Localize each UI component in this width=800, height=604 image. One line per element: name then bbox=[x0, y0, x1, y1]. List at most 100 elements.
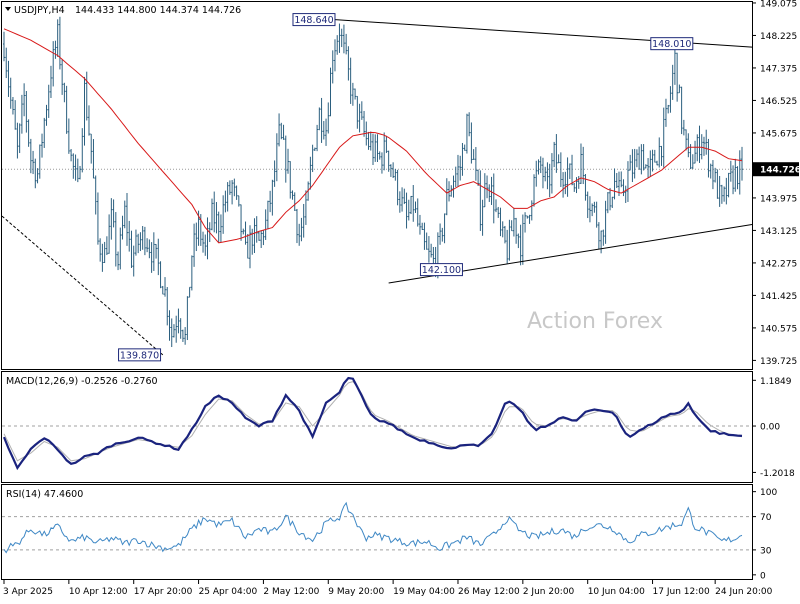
price-bar bbox=[119, 227, 122, 270]
macd-axis-tick-label: 0.00 bbox=[760, 423, 780, 433]
price-bar bbox=[512, 207, 515, 237]
price-bar bbox=[477, 169, 480, 186]
price-bar bbox=[535, 160, 538, 187]
price-bar bbox=[427, 236, 430, 263]
price-bar bbox=[36, 168, 39, 184]
price-bar bbox=[226, 182, 229, 212]
price-bar bbox=[242, 228, 245, 235]
price-annotation-box bbox=[292, 13, 336, 27]
price-bar bbox=[14, 100, 17, 130]
price-bar bbox=[586, 191, 589, 219]
price-bar bbox=[289, 161, 292, 199]
moving-average-line bbox=[3, 28, 743, 244]
price-bar bbox=[553, 141, 556, 168]
price-bar bbox=[604, 200, 607, 244]
price-bar bbox=[123, 200, 126, 229]
price-bar bbox=[656, 160, 659, 166]
time-axis-tick-label: 24 Jun 20:00 bbox=[715, 587, 772, 597]
rsi-axis-tick-label: 100 bbox=[760, 488, 777, 498]
rsi-line bbox=[3, 501, 743, 554]
price-bar bbox=[367, 131, 370, 150]
price-bar bbox=[702, 136, 705, 156]
time-axis-tick-label: 25 Apr 04:00 bbox=[199, 587, 258, 597]
price-bar bbox=[275, 133, 278, 182]
price-bar bbox=[584, 173, 587, 201]
price-bar bbox=[295, 208, 298, 244]
price-bar bbox=[530, 200, 533, 221]
price-bar bbox=[79, 165, 82, 180]
price-bar bbox=[602, 229, 605, 246]
price-bar bbox=[170, 318, 173, 348]
price-axis-tick-label: 140.575 bbox=[760, 324, 797, 334]
price-bar bbox=[689, 144, 692, 170]
price-bar bbox=[150, 242, 153, 273]
symbol-menu-icon[interactable] bbox=[5, 7, 11, 11]
price-bar bbox=[3, 31, 5, 62]
price-bar bbox=[369, 131, 372, 151]
price-bar bbox=[246, 233, 249, 259]
price-bar bbox=[533, 174, 536, 207]
price-bar bbox=[25, 91, 28, 133]
price-bar bbox=[325, 118, 328, 146]
price-bar bbox=[649, 150, 652, 177]
price-bar bbox=[72, 153, 75, 179]
rsi-axis-tick-label: 30 bbox=[760, 546, 772, 556]
price-bar bbox=[611, 196, 614, 208]
price-annotation-box bbox=[650, 37, 694, 51]
price-axis-tick-label: 141.425 bbox=[760, 292, 797, 302]
price-bar bbox=[253, 218, 256, 254]
price-bar bbox=[96, 192, 99, 245]
symbol-label: USDJPY,H4 bbox=[14, 5, 65, 16]
price-annotation-box bbox=[118, 348, 162, 362]
price-bar bbox=[202, 231, 205, 253]
price-bar bbox=[550, 153, 553, 194]
price-bar bbox=[425, 232, 428, 250]
price-bar bbox=[579, 143, 582, 184]
price-bar bbox=[309, 156, 312, 190]
price-bar bbox=[499, 207, 502, 237]
price-axis-tick-label: 147.375 bbox=[760, 64, 797, 74]
price-bar bbox=[137, 233, 140, 254]
price-bar bbox=[647, 158, 650, 178]
price-bar bbox=[146, 238, 149, 253]
price-bar bbox=[718, 176, 721, 207]
price-bar bbox=[117, 251, 120, 271]
price-bar bbox=[94, 175, 97, 215]
price-bar bbox=[468, 112, 471, 137]
price-bar bbox=[597, 222, 600, 250]
price-bar bbox=[562, 172, 565, 198]
price-bar bbox=[54, 40, 57, 59]
price-bar bbox=[376, 134, 379, 163]
price-bar bbox=[148, 239, 151, 259]
macd-panel-frame bbox=[1, 371, 753, 483]
price-bar bbox=[152, 232, 155, 271]
price-bar bbox=[412, 185, 415, 222]
price-bar bbox=[501, 221, 504, 238]
price-bar bbox=[488, 184, 491, 202]
price-bar bbox=[20, 94, 23, 134]
price-bar bbox=[320, 97, 323, 143]
price-bar bbox=[70, 148, 73, 162]
price-bar bbox=[298, 223, 301, 246]
price-bar bbox=[168, 310, 171, 341]
rsi-layer bbox=[2, 501, 752, 554]
price-bar bbox=[734, 158, 737, 192]
price-bar bbox=[575, 177, 578, 194]
price-bar bbox=[526, 215, 529, 219]
price-bar bbox=[38, 144, 41, 179]
price-bar bbox=[231, 180, 234, 205]
price-bar bbox=[653, 149, 656, 163]
price-bar bbox=[164, 277, 167, 297]
macd-layer bbox=[2, 376, 752, 471]
time-axis-tick-label: 17 Apr 20:00 bbox=[134, 587, 193, 597]
price-bar bbox=[635, 149, 638, 168]
price-bar bbox=[698, 125, 701, 163]
price-bar bbox=[233, 178, 236, 197]
price-bar bbox=[387, 150, 390, 172]
price-bar bbox=[74, 154, 77, 181]
price-bar bbox=[278, 113, 281, 147]
price-bar bbox=[673, 48, 676, 85]
price-bar bbox=[463, 144, 466, 151]
price-bar bbox=[606, 192, 609, 214]
price-bar bbox=[541, 157, 544, 189]
